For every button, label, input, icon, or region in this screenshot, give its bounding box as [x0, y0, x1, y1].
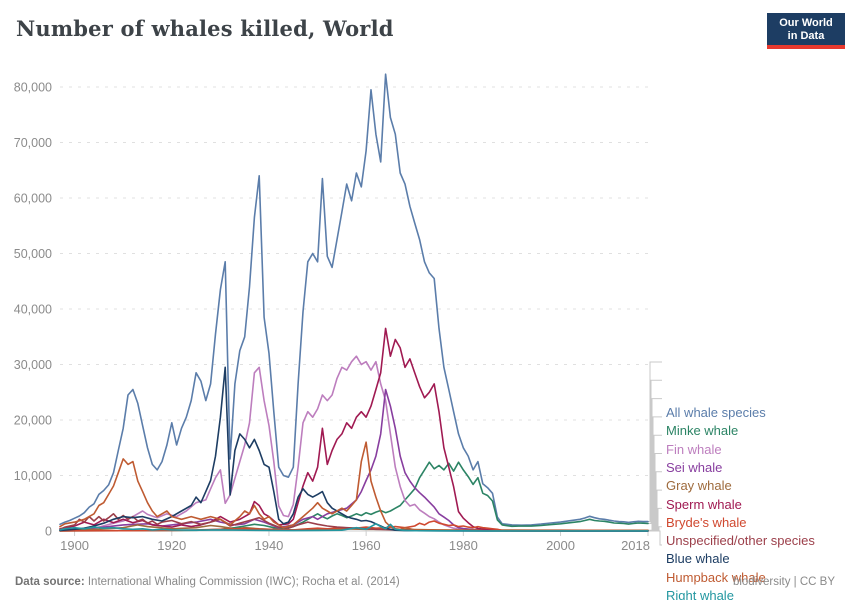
series-line-all-whale-species[interactable] [59, 73, 649, 526]
y-tick-label: 0 [45, 525, 52, 539]
page-title: Number of whales killed, World [16, 16, 394, 41]
legend-item-gray-whale[interactable]: Gray whale [666, 478, 732, 494]
series-line-humpback-whale[interactable] [59, 441, 649, 532]
license-text[interactable]: biodiversity | CC BY [732, 576, 835, 588]
x-tick-label: 1960 [352, 538, 381, 553]
legend-connector-right-whale [648, 530, 662, 546]
owid-logo[interactable]: Our World in Data [767, 13, 845, 49]
legend-item-right-whale[interactable]: Right whale [666, 588, 734, 600]
legend-item-bryde-s-whale[interactable]: Bryde's whale [666, 514, 747, 530]
x-tick-label: 1980 [449, 538, 478, 553]
y-tick-label: 40,000 [14, 303, 52, 317]
y-tick-label: 20,000 [14, 414, 52, 428]
legend-item-sei-whale[interactable]: Sei whale [666, 459, 723, 475]
x-tick-label: 1920 [157, 538, 186, 553]
chart-footer: Data source: International Whaling Commi… [15, 576, 835, 588]
x-tick-label: 2000 [546, 538, 575, 553]
y-tick-label: 70,000 [14, 136, 52, 150]
y-tick-label: 30,000 [14, 358, 52, 372]
series-line-minke-whale[interactable] [59, 461, 649, 532]
data-source: Data source: International Whaling Commi… [15, 576, 400, 588]
legend-item-minke-whale[interactable]: Minke whale [666, 423, 739, 439]
y-tick-label: 80,000 [14, 81, 52, 95]
legend-connector-minke-whale [648, 379, 662, 525]
series-line-sei-whale[interactable] [59, 388, 649, 532]
legend-item-blue-whale[interactable]: Blue whale [666, 551, 730, 567]
y-tick-label: 50,000 [14, 247, 52, 261]
legend-connector-all-whale-species [648, 361, 662, 523]
legend-item-humpback-whale[interactable]: Humpback whale [666, 569, 766, 585]
series-line-right-whale[interactable] [59, 523, 649, 532]
data-source-label: Data source: [15, 576, 85, 588]
y-tick-label: 10,000 [14, 469, 52, 483]
legend-item-fin-whale[interactable]: Fin whale [666, 441, 722, 457]
x-tick-label: 1900 [60, 538, 89, 553]
x-tick-label: 1940 [254, 538, 283, 553]
y-tick-label: 60,000 [14, 192, 52, 206]
line-chart[interactable]: 0 10,000 20,000 30,000 40,000 50,000 60,000 70,… [0, 52, 850, 572]
legend-item-all-whale-species[interactable]: All whale species [666, 405, 766, 420]
data-source-text: International Whaling Commission (IWC); … [84, 576, 400, 588]
owid-logo-line2: in Data [787, 29, 825, 42]
x-tick-label: 2018 [621, 538, 650, 553]
legend-item-sperm-whale[interactable]: Sperm whale [666, 496, 742, 512]
series-line-fin-whale[interactable] [59, 355, 649, 532]
series-line-sperm-whale[interactable] [59, 327, 649, 532]
legend-item-unspecified-other-species[interactable]: Unspecified/other species [666, 533, 815, 549]
owid-logo-line1: Our World [779, 17, 833, 29]
